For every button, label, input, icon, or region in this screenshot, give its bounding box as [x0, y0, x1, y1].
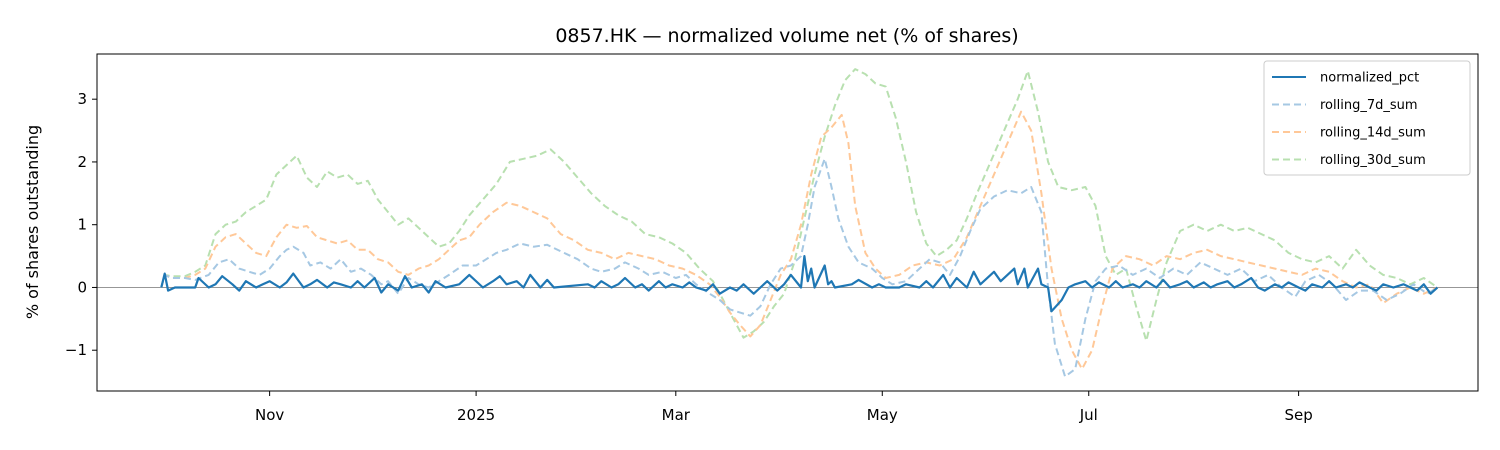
x-tick-label: 2025	[457, 406, 495, 424]
series-line-normalized-pct	[160, 255, 1439, 313]
x-tick-label: Nov	[255, 406, 284, 424]
y-tick-label: −1	[65, 341, 87, 359]
y-axis: −1 0 1 2 3	[65, 90, 97, 359]
legend-label-rolling-30d-sum: rolling_30d_sum	[1320, 153, 1426, 168]
x-tick-label: May	[867, 406, 898, 424]
x-tick-label: Mar	[662, 406, 691, 424]
legend-label-normalized-pct: normalized_pct	[1320, 71, 1419, 86]
x-tick-label: Sep	[1284, 406, 1312, 424]
y-tick-label: 2	[77, 153, 87, 171]
legend: normalized_pct rolling_7d_sum rolling_14d_…	[1263, 60, 1471, 176]
chart-title: 0857.HK — normalized volume net (% of sh…	[555, 25, 1018, 47]
x-axis: Nov 2025 Mar May Jul Sep	[255, 391, 1313, 424]
y-tick-label: 0	[77, 278, 87, 296]
series-line-rolling-30d-sum	[160, 68, 1438, 342]
legend-box	[1263, 60, 1471, 176]
legend-label-rolling-14d-sum: rolling_14d_sum	[1320, 126, 1426, 141]
series-line-rolling-14d-sum	[160, 110, 1438, 370]
legend-label-rolling-7d-sum: rolling_7d_sum	[1320, 98, 1418, 113]
series-layer	[160, 68, 1439, 378]
y-tick-label: 3	[77, 90, 87, 108]
y-tick-label: 1	[77, 216, 87, 234]
plot-frame	[96, 53, 1479, 392]
y-axis-label: % of shares outstanding	[23, 125, 42, 319]
series-line-rolling-7d-sum	[160, 157, 1438, 378]
plot-area	[96, 53, 1479, 392]
x-tick-label: Jul	[1079, 406, 1098, 424]
